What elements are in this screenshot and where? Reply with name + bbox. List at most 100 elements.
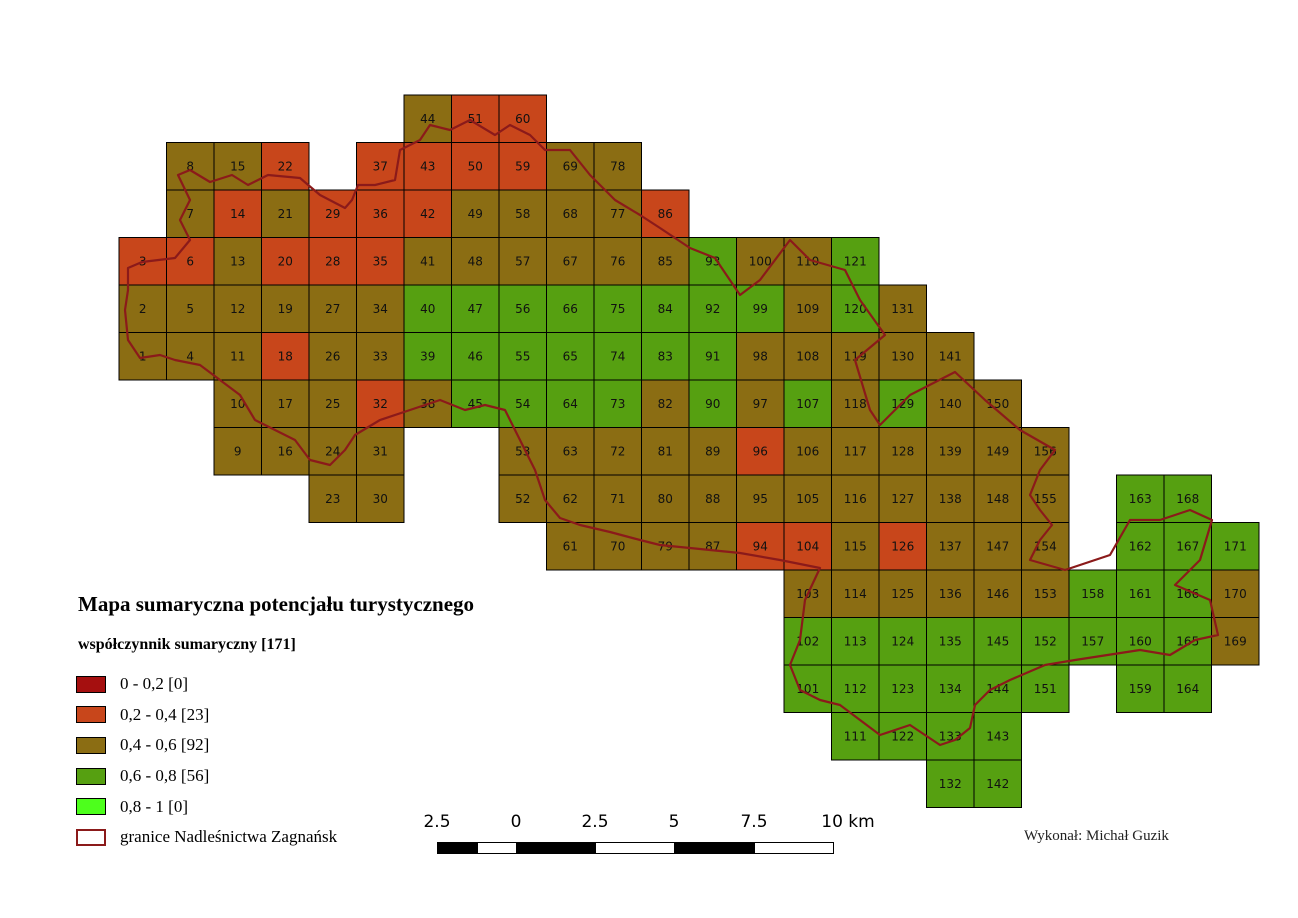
compartment-label: 81 [658, 444, 673, 458]
forest-compartment-36 [356, 189, 405, 238]
compartment-label: 34 [373, 302, 388, 316]
forest-compartment-143 [973, 712, 1022, 761]
map-credit: Wykonał: Michał Guzik [1024, 828, 1169, 844]
compartment-label: 31 [373, 444, 388, 458]
compartment-label: 134 [939, 682, 962, 696]
forest-compartment-60 [498, 94, 547, 143]
forest-compartment-20 [261, 237, 310, 286]
scale-segment [477, 842, 517, 854]
forest-compartment-5 [166, 284, 215, 333]
compartment-label: 47 [468, 302, 483, 316]
compartment-label: 17 [278, 397, 293, 411]
compartment-label: 25 [325, 397, 340, 411]
compartment-label: 86 [658, 207, 673, 221]
compartment-label: 66 [563, 302, 578, 316]
forest-compartment-24 [308, 427, 357, 476]
compartment-label: 93 [705, 254, 720, 268]
compartment-label: 37 [373, 159, 388, 173]
forest-compartment-31 [356, 427, 405, 476]
compartment-label: 16 [278, 444, 293, 458]
compartment-label: 115 [844, 539, 867, 553]
forest-compartment-168 [1163, 474, 1212, 523]
compartment-label: 84 [658, 302, 673, 316]
compartment-label: 72 [610, 444, 625, 458]
compartment-label: 149 [986, 444, 1009, 458]
legend-swatch-class-1 [76, 706, 106, 724]
district-boundary [123, 118, 1220, 747]
compartment-label: 82 [658, 397, 673, 411]
compartment-label: 51 [468, 112, 483, 126]
compartment-label: 98 [753, 349, 768, 363]
compartment-label: 102 [796, 634, 819, 648]
forest-compartment-50 [451, 142, 500, 191]
compartment-label: 132 [939, 777, 962, 791]
forest-compartment-53 [498, 427, 547, 476]
compartment-label: 171 [1224, 539, 1247, 553]
forest-compartment-63 [546, 427, 595, 476]
compartment-label: 94 [753, 539, 768, 553]
legend-label: 0,2 - 0,4 [23] [120, 704, 210, 724]
compartment-label: 24 [325, 444, 340, 458]
forest-compartment-8 [166, 142, 215, 191]
forest-compartment-57 [498, 237, 547, 286]
forest-compartment-77 [593, 189, 642, 238]
forest-compartment-78 [593, 142, 642, 191]
forest-compartment-22 [261, 142, 310, 191]
compartment-label: 170 [1224, 587, 1247, 601]
compartment-label: 127 [891, 492, 914, 506]
forest-compartment-105 [783, 474, 832, 523]
compartment-label: 36 [373, 207, 388, 221]
compartment-label: 138 [939, 492, 962, 506]
forest-compartment-62 [546, 474, 595, 523]
forest-compartment-96 [736, 427, 785, 476]
forest-compartment-86 [641, 189, 690, 238]
compartment-label: 5 [186, 302, 194, 316]
forest-compartment-11 [213, 332, 262, 381]
compartment-label: 44 [420, 112, 435, 126]
compartment-label: 157 [1081, 634, 1104, 648]
compartment-label: 126 [891, 539, 914, 553]
scale-label: 2.5 [581, 812, 609, 832]
forest-compartment-80 [641, 474, 690, 523]
legend-swatch-class-0 [76, 675, 106, 693]
forest-compartment-37 [356, 142, 405, 191]
compartment-label: 1 [139, 349, 147, 363]
compartment-label: 141 [939, 349, 962, 363]
compartment-label: 137 [939, 539, 962, 553]
compartment-label: 158 [1081, 587, 1104, 601]
scale-segment [595, 842, 675, 854]
compartment-label: 21 [278, 207, 293, 221]
compartment-label: 108 [796, 349, 819, 363]
compartment-label: 91 [705, 349, 720, 363]
forest-compartment-140 [926, 379, 975, 428]
legend-label: granice Nadleśnictwa Zagnańsk [120, 827, 338, 847]
forest-compartment-113 [831, 617, 880, 666]
forest-compartment-51 [451, 94, 500, 143]
forest-compartment-142 [973, 759, 1022, 808]
legend-item-class-3: 0,6 - 0,8 [56] [76, 761, 337, 792]
compartment-label: 139 [939, 444, 962, 458]
forest-compartment-67 [546, 237, 595, 286]
compartment-label: 39 [420, 349, 435, 363]
compartment-label: 28 [325, 254, 340, 268]
forest-compartment-110 [783, 237, 832, 286]
compartment-label: 111 [844, 729, 867, 743]
compartment-label: 15 [230, 159, 245, 173]
compartment-label: 153 [1034, 587, 1057, 601]
compartment-label: 99 [753, 302, 768, 316]
compartment-label: 67 [563, 254, 578, 268]
forest-compartment-106 [783, 427, 832, 476]
forest-compartment-107 [783, 379, 832, 428]
compartment-label: 22 [278, 159, 293, 173]
forest-compartment-171 [1211, 522, 1260, 571]
forest-compartment-59 [498, 142, 547, 191]
forest-compartment-25 [308, 379, 357, 428]
legend-item-class-2: 0,4 - 0,6 [92] [76, 730, 337, 761]
forest-compartment-46 [451, 332, 500, 381]
compartment-label: 145 [986, 634, 1009, 648]
forest-compartment-122 [878, 712, 927, 761]
compartment-label: 69 [563, 159, 578, 173]
compartment-label: 147 [986, 539, 1009, 553]
forest-compartment-154 [1021, 522, 1070, 571]
forest-compartment-76 [593, 237, 642, 286]
